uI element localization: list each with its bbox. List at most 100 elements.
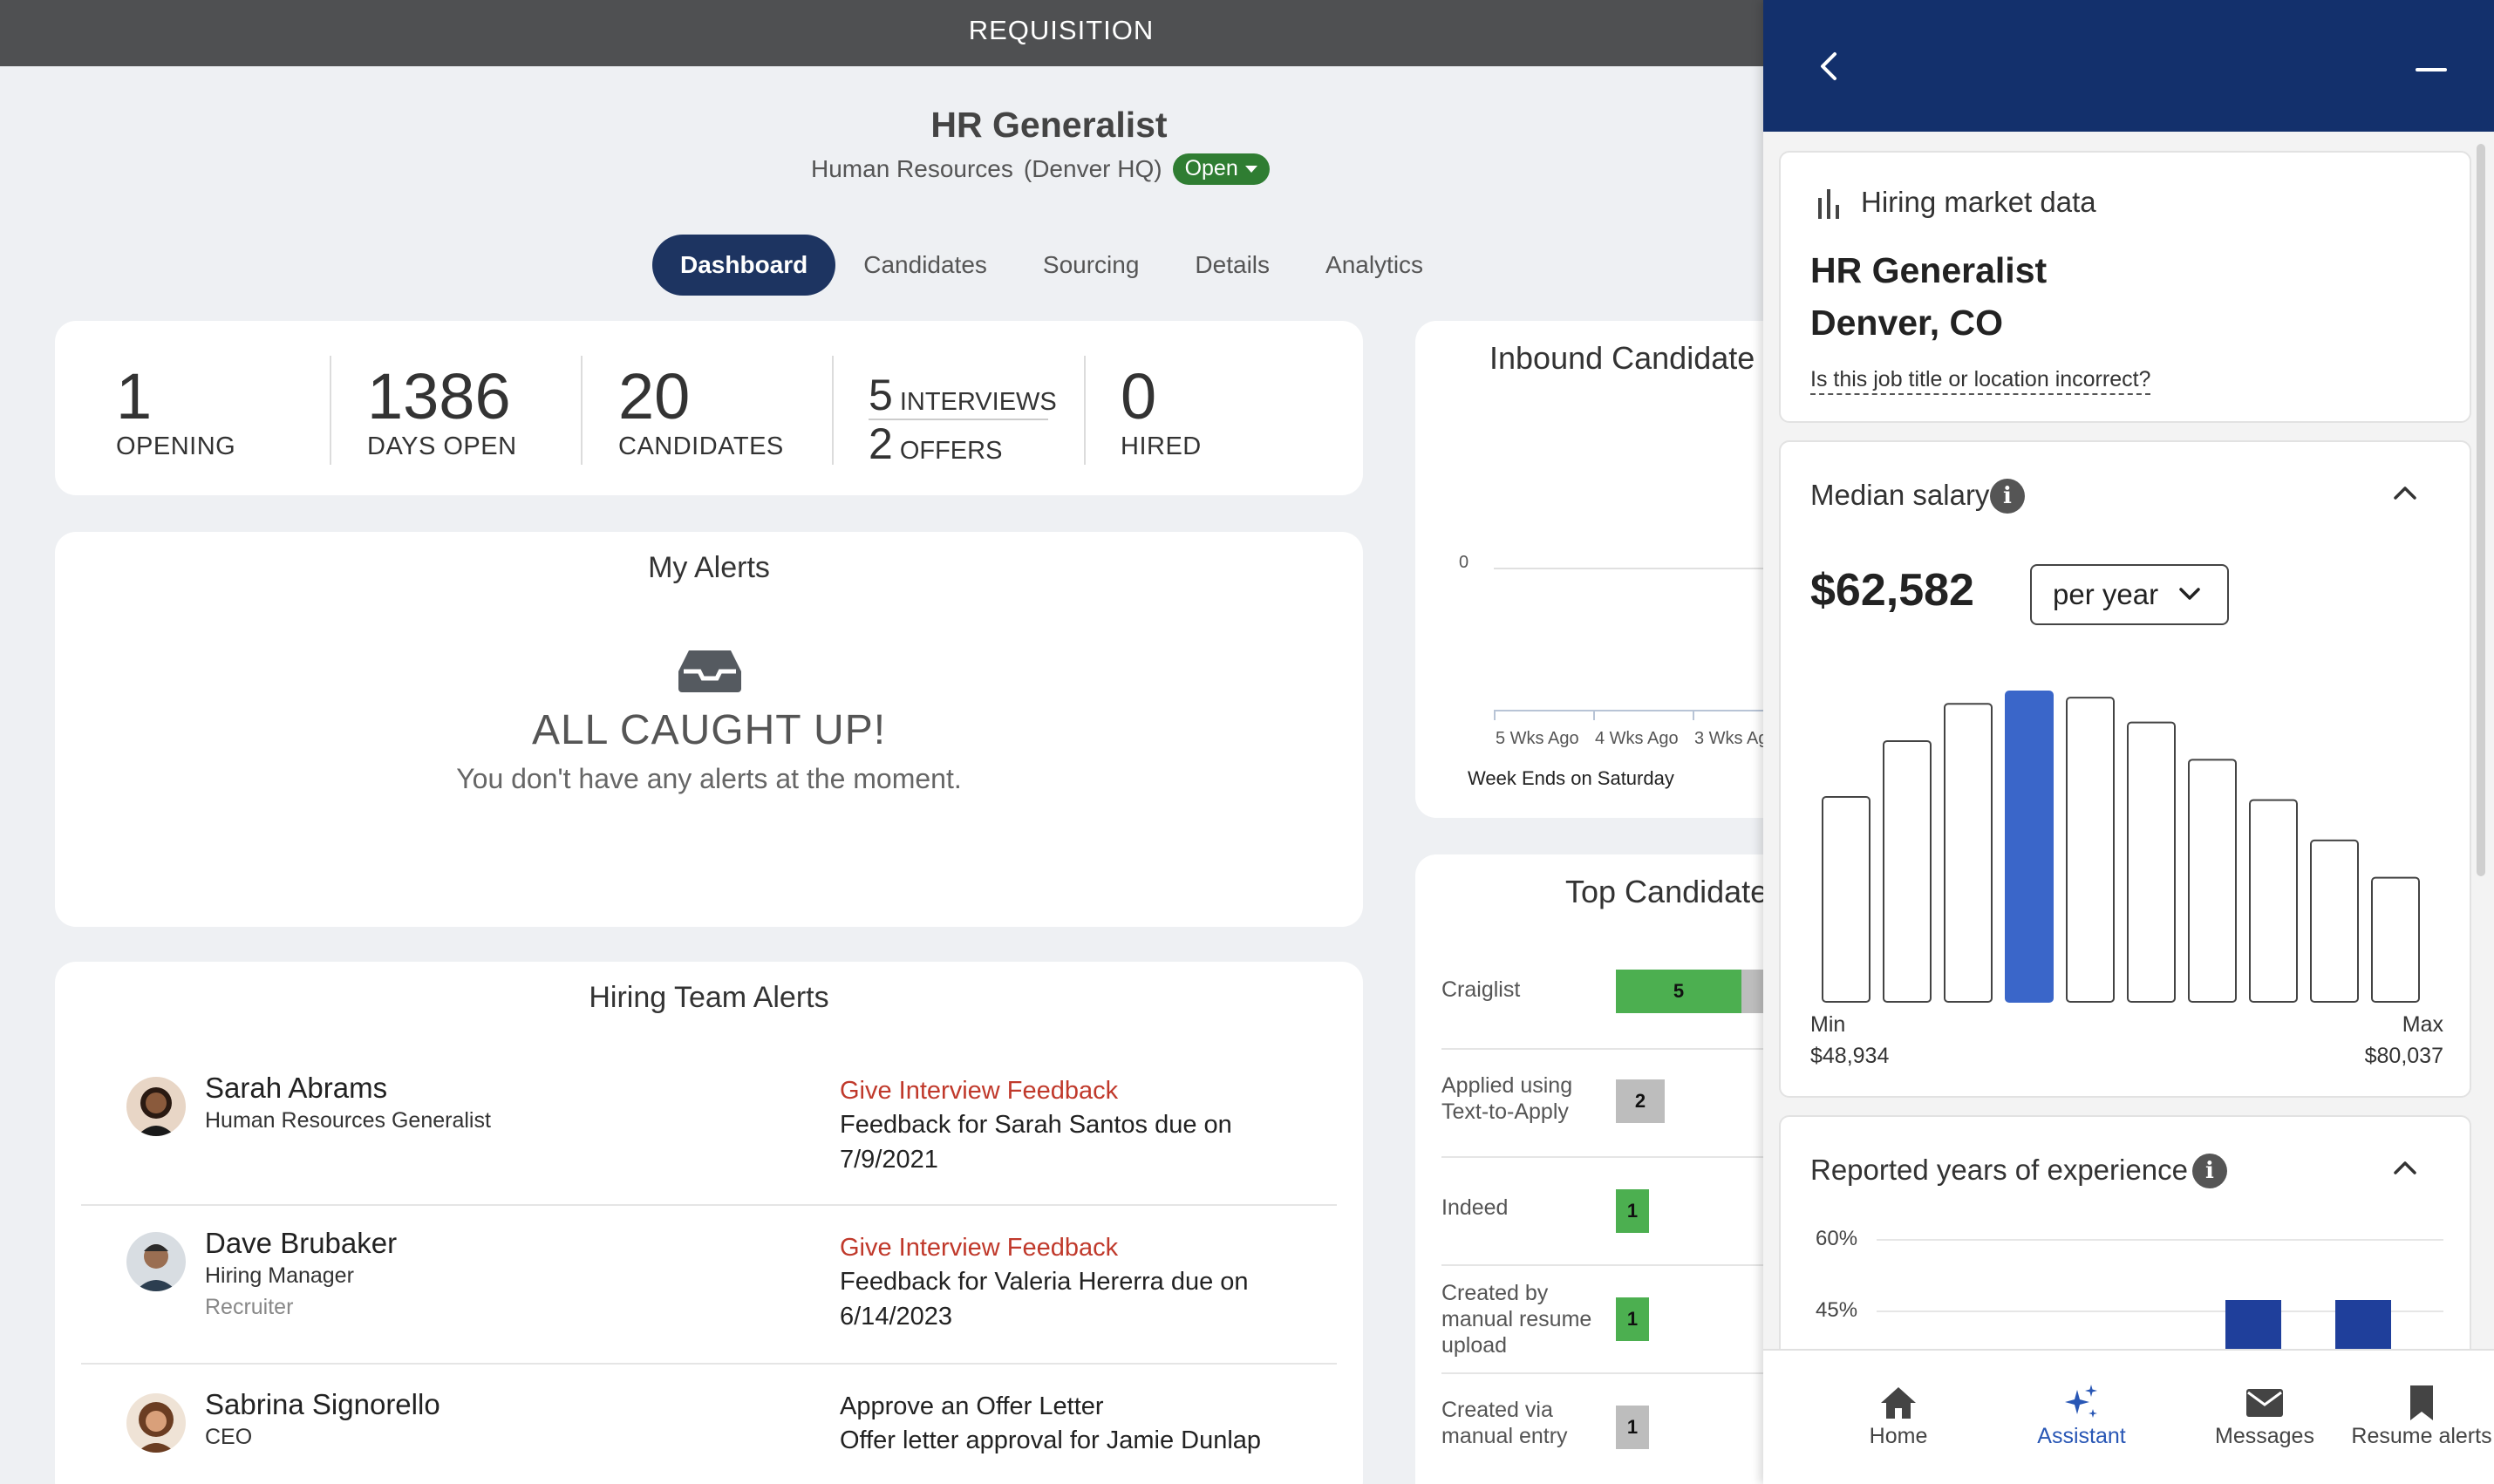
alert-action-link[interactable]: Give Interview Feedback xyxy=(840,1234,1119,1262)
hiring-team-alerts-title: Hiring Team Alerts xyxy=(589,981,829,1014)
x-tick xyxy=(1593,710,1595,720)
gridline xyxy=(1494,568,1763,569)
divider xyxy=(1441,1372,1763,1374)
experience-bar xyxy=(2225,1300,2281,1349)
salary-bar[interactable] xyxy=(2005,691,2054,1003)
job-location: (Denver HQ) xyxy=(1023,155,1162,182)
info-icon[interactable]: i xyxy=(1990,479,2025,514)
my-alerts-title: My Alerts xyxy=(648,551,770,584)
hiring-market-card: Hiring market data HR Generalist Denver,… xyxy=(1779,151,2471,423)
stat-hired[interactable]: 0 HIRED xyxy=(1121,364,1202,461)
nav-resume-alerts[interactable]: Resume alerts xyxy=(2339,1382,2494,1449)
period-select[interactable]: per year xyxy=(2030,564,2229,625)
tab-sourcing[interactable]: Sourcing xyxy=(1042,251,1140,278)
median-salary-value: $62,582 xyxy=(1810,565,1974,616)
stat-value: 5 xyxy=(869,371,893,419)
tab-dashboard[interactable]: Dashboard xyxy=(652,235,836,296)
job-title: HR Generalist xyxy=(930,105,1168,145)
divider xyxy=(81,1204,1337,1206)
nav-home[interactable]: Home xyxy=(1807,1382,1990,1449)
source-label: Craiglist xyxy=(1441,977,1521,1002)
tab-bar: Dashboard Candidates Sourcing Details An… xyxy=(652,234,1451,296)
info-icon[interactable]: i xyxy=(2192,1154,2227,1188)
panel-scrollbar[interactable] xyxy=(2477,144,2485,876)
member-role: Hiring Manager xyxy=(205,1263,354,1288)
gridline xyxy=(1877,1310,2443,1312)
minimize-icon[interactable] xyxy=(2414,58,2449,75)
stat-label: OPENING xyxy=(116,432,236,460)
y-tick-label: 45% xyxy=(1816,1298,1858,1322)
salary-bar[interactable] xyxy=(2371,876,2420,1003)
hiring-team-alerts-card: Hiring Team Alerts Sarah Abrams Human Re… xyxy=(55,962,1363,1484)
source-label: Created via manual entry xyxy=(1441,1398,1568,1448)
x-tick xyxy=(1693,710,1694,720)
salary-min-value: $48,934 xyxy=(1810,1044,1890,1068)
nav-label: Messages xyxy=(2215,1424,2314,1448)
tab-candidates[interactable]: Candidates xyxy=(863,251,987,278)
salary-bar[interactable] xyxy=(2310,839,2359,1003)
alert-description: Feedback for Valeria Hererra due on 6/14… xyxy=(840,1268,1249,1331)
divider xyxy=(1084,356,1086,465)
alert-action-link[interactable]: Give Interview Feedback xyxy=(840,1077,1119,1105)
source-bar[interactable]: 5 xyxy=(1616,970,1741,1013)
stat-interviews-offers[interactable]: 5 INTERVIEWS 2 OFFERS xyxy=(869,373,1057,466)
my-alerts-card: My Alerts ALL CAUGHT UP! You don't have … xyxy=(55,532,1363,927)
main-content: HR Generalist Human Resources (Denver HQ… xyxy=(0,66,1763,1484)
source-bar[interactable]: 1 xyxy=(1616,1406,1649,1449)
inbound-title: Inbound Candidate xyxy=(1489,340,1755,376)
alert-description: Feedback for Sarah Santos due on 7/9/202… xyxy=(840,1111,1232,1174)
salary-bar[interactable] xyxy=(1822,796,1870,1004)
salary-bar[interactable] xyxy=(2127,721,2176,1003)
divider xyxy=(81,1363,1337,1365)
avatar xyxy=(126,1232,186,1291)
salary-min-label: Min xyxy=(1810,1012,1846,1037)
salary-bar[interactable] xyxy=(1883,739,1932,1004)
x-tick xyxy=(1494,710,1496,720)
member-role: CEO xyxy=(205,1425,253,1449)
member-role: Human Resources Generalist xyxy=(205,1108,491,1133)
chevron-up-icon[interactable] xyxy=(2391,482,2419,503)
chevron-down-icon xyxy=(2177,583,2203,609)
status-badge[interactable]: Open xyxy=(1172,153,1270,185)
salary-bar[interactable] xyxy=(1944,703,1993,1004)
avatar xyxy=(126,1077,186,1136)
tab-analytics[interactable]: Analytics xyxy=(1325,251,1424,278)
source-bar[interactable]: 1 xyxy=(1616,1189,1649,1233)
nav-messages[interactable]: Messages xyxy=(2173,1382,2356,1449)
home-icon xyxy=(1807,1382,1990,1424)
stat-openings[interactable]: 1 OPENING xyxy=(116,364,235,461)
gridline xyxy=(1877,1239,2443,1241)
experience-heading: Reported years of experience xyxy=(1810,1154,2188,1186)
bar-chart-icon xyxy=(1816,186,1842,225)
alert-action-link[interactable]: Approve an Offer Letter xyxy=(840,1392,1104,1420)
job-subtitle: Human Resources (Denver HQ) Open xyxy=(811,153,1270,185)
source-bar[interactable]: 1 xyxy=(1616,1297,1649,1341)
assistant-panel: Hiring market data HR Generalist Denver,… xyxy=(1763,0,2494,1484)
salary-bar[interactable] xyxy=(2188,759,2237,1003)
stat-value: 1 xyxy=(116,360,153,432)
bookmark-icon xyxy=(2339,1382,2494,1424)
divider xyxy=(1441,1264,1763,1266)
inbox-icon xyxy=(677,649,743,698)
avatar xyxy=(126,1393,186,1453)
salary-bar[interactable] xyxy=(2249,799,2298,1003)
stat-offers[interactable]: 2 OFFERS xyxy=(869,422,1057,466)
tab-details[interactable]: Details xyxy=(1195,251,1271,278)
salary-bar[interactable] xyxy=(2066,697,2115,1004)
divider xyxy=(869,419,1048,420)
member-name: Sarah Abrams xyxy=(205,1072,388,1104)
stat-value: 20 xyxy=(618,360,691,432)
chevron-up-icon[interactable] xyxy=(2391,1157,2419,1178)
stat-value: 2 xyxy=(869,419,893,468)
salary-max-value: $80,037 xyxy=(2364,1044,2443,1068)
x-tick-label: 4 Wks Ago xyxy=(1595,729,1679,748)
back-icon[interactable] xyxy=(1812,49,1847,84)
incorrect-location-link[interactable]: Is this job title or location incorrect? xyxy=(1810,365,2151,395)
inbound-candidates-card: Inbound Candidate 0 5 Wks Ago 4 Wks Ago … xyxy=(1415,321,1763,818)
nav-assistant[interactable]: Assistant xyxy=(1990,1382,2173,1449)
stat-candidates[interactable]: 20 CANDIDATES xyxy=(618,364,784,461)
source-bar[interactable]: 2 xyxy=(1616,1079,1665,1123)
envelope-icon xyxy=(2173,1382,2356,1424)
stat-interviews[interactable]: 5 INTERVIEWS xyxy=(869,373,1057,417)
member-name: Sabrina Signorello xyxy=(205,1388,440,1420)
